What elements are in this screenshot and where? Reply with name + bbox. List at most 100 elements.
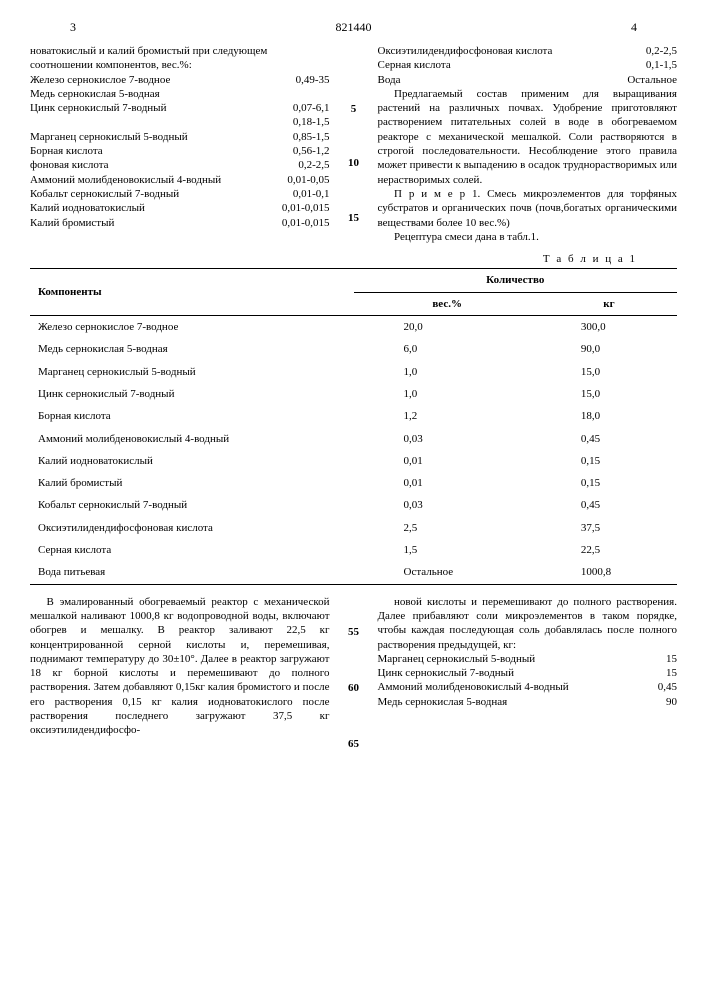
table-row: Оксиэтилидендифосфоновая кислота2,537,5 — [30, 517, 677, 539]
list-label: Марганец сернокислый 5-водный — [30, 130, 250, 144]
left-column: новатокислый и калий бромистый при следу… — [30, 44, 330, 244]
cell-component: Медь сернокислая 5-водная — [30, 338, 354, 360]
list-item: Марганец сернокислый 5-водный0,85-1,5 — [30, 130, 330, 144]
list-value: 0,01-0,015 — [250, 201, 330, 215]
cell-component: Марганец сернокислый 5-водный — [30, 361, 354, 383]
list-value: 0,07-6,1 — [250, 101, 330, 115]
th-quantity: Количество — [354, 269, 678, 292]
linenum: 65 — [345, 737, 363, 751]
list-item: Борная кислота0,56-1,2 — [30, 144, 330, 158]
cell-kg: 37,5 — [541, 517, 677, 539]
cell-component: Цинк сернокислый 7-водный — [30, 383, 354, 405]
list-item: Оксиэтилидендифосфоновая кислота0,2-2,5 — [378, 44, 678, 58]
line-number-gutter: 5 10 15 — [345, 44, 363, 244]
list-item: фоновая кислота0,2-2,5 — [30, 158, 330, 172]
list-value: 0,01-0,1 — [250, 187, 330, 201]
list-item: Медь сернокислая 5-водная — [30, 87, 330, 101]
cell-percent: 0,03 — [354, 428, 541, 450]
list-label — [30, 115, 250, 129]
list-item: 0,18-1,5 — [30, 115, 330, 129]
list-value: 0,45 — [597, 680, 677, 694]
left-list: Железо сернокислое 7-водное0,49-35Медь с… — [30, 73, 330, 230]
cell-kg: 90,0 — [541, 338, 677, 360]
linenum: 15 — [345, 211, 363, 225]
list-value: 0,2-2,5 — [250, 158, 330, 172]
list-label: Оксиэтилидендифосфоновая кислота — [378, 44, 598, 58]
list-label: Серная кислота — [378, 58, 598, 72]
cell-percent: 0,01 — [354, 472, 541, 494]
right-column: Оксиэтилидендифосфоновая кислота0,2-2,5С… — [378, 44, 678, 244]
cell-percent: 2,5 — [354, 517, 541, 539]
list-item: Кобальт сернокислый 7-водный0,01-0,1 — [30, 187, 330, 201]
cell-kg: 0,15 — [541, 472, 677, 494]
cell-kg: 0,45 — [541, 428, 677, 450]
bottom-columns: В эмалированный обогреваемый реактор с м… — [30, 595, 677, 752]
bottom-right-column: новой кислоты и перемешивают до полного … — [378, 595, 678, 752]
list-value: 0,49-35 — [250, 73, 330, 87]
cell-percent: 6,0 — [354, 338, 541, 360]
pg-num: 821440 — [336, 20, 372, 34]
list-label: Калий бромистый — [30, 216, 250, 230]
bottom-left-text: В эмалированный обогреваемый реактор с м… — [30, 595, 330, 738]
linenum: 60 — [345, 681, 363, 695]
table-body: Железо сернокислое 7-водное20,0300,0Медь… — [30, 316, 677, 585]
list-item: Марганец сернокислый 5-водный15 — [378, 652, 678, 666]
table-row: Цинк сернокислый 7-водный1,015,0 — [30, 383, 677, 405]
cell-component: Оксиэтилидендифосфоновая кислота — [30, 517, 354, 539]
th-kg: кг — [541, 292, 677, 315]
list-value: 0,18-1,5 — [250, 115, 330, 129]
cell-percent: 1,2 — [354, 405, 541, 427]
cell-kg: 18,0 — [541, 405, 677, 427]
list-item: Аммоний молибденовокислый 4-водный0,01-0… — [30, 173, 330, 187]
list-label: Медь сернокислая 5-водная — [378, 695, 598, 709]
bottom-left-column: В эмалированный обогреваемый реактор с м… — [30, 595, 330, 752]
cell-kg: 300,0 — [541, 316, 677, 339]
list-label: Железо сернокислое 7-водное — [30, 73, 250, 87]
pg-right: 4 — [631, 20, 637, 36]
list-value: 0,85-1,5 — [250, 130, 330, 144]
list-value: 0,2-2,5 — [597, 44, 677, 58]
table-row: Медь сернокислая 5-водная6,090,0 — [30, 338, 677, 360]
cell-component: Кобальт сернокислый 7-водный — [30, 494, 354, 516]
left-intro: новатокислый и калий бромистый при следу… — [30, 44, 330, 73]
linenum: 5 — [345, 102, 363, 116]
table-row: Железо сернокислое 7-водное20,0300,0 — [30, 316, 677, 339]
table-row: Кобальт сернокислый 7-водный0,030,45 — [30, 494, 677, 516]
table-row: Марганец сернокислый 5-водный1,015,0 — [30, 361, 677, 383]
list-label: Кобальт сернокислый 7-водный — [30, 187, 250, 201]
list-value: 0,1-1,5 — [597, 58, 677, 72]
list-value: 90 — [597, 695, 677, 709]
cell-component: Борная кислота — [30, 405, 354, 427]
page-header: 3 821440 4 — [30, 20, 677, 34]
list-item: Калий иодноватокислый0,01-0,015 — [30, 201, 330, 215]
bottom-right-para: новой кислоты и перемешивают до полного … — [378, 595, 678, 652]
table-row: Калий иодноватокислый0,010,15 — [30, 450, 677, 472]
th-percent: вес.% — [354, 292, 541, 315]
list-label: Калий иодноватокислый — [30, 201, 250, 215]
list-value: Остальное — [597, 73, 677, 87]
cell-component: Железо сернокислое 7-водное — [30, 316, 354, 339]
cell-component: Вода питьевая — [30, 561, 354, 584]
list-item: Серная кислота0,1-1,5 — [378, 58, 678, 72]
table-row: Аммоний молибденовокислый 4-водный0,030,… — [30, 428, 677, 450]
cell-percent: 1,0 — [354, 383, 541, 405]
list-item: Железо сернокислое 7-водное0,49-35 — [30, 73, 330, 87]
list-item: Цинк сернокислый 7-водный0,07-6,1 — [30, 101, 330, 115]
list-value: 0,01-0,015 — [250, 216, 330, 230]
bottom-right-list: Марганец сернокислый 5-водный15Цинк серн… — [378, 652, 678, 709]
right-para2: П р и м е р 1. Смесь микроэлементов для … — [378, 187, 678, 230]
list-value: 0,56-1,2 — [250, 144, 330, 158]
cell-kg: 15,0 — [541, 383, 677, 405]
cell-kg: 15,0 — [541, 361, 677, 383]
top-columns: новатокислый и калий бромистый при следу… — [30, 44, 677, 244]
right-para1: Предлагаемый состав применим для выращив… — [378, 87, 678, 187]
linenum: 10 — [345, 156, 363, 170]
right-para3: Рецептура смеси дана в табл.1. — [378, 230, 678, 244]
cell-kg: 0,15 — [541, 450, 677, 472]
list-item: Калий бромистый0,01-0,015 — [30, 216, 330, 230]
list-value: 15 — [597, 652, 677, 666]
composition-table: Компоненты Количество вес.% кг Железо се… — [30, 268, 677, 584]
list-label: Медь сернокислая 5-водная — [30, 87, 250, 101]
cell-percent: 0,03 — [354, 494, 541, 516]
list-value: 15 — [597, 666, 677, 680]
